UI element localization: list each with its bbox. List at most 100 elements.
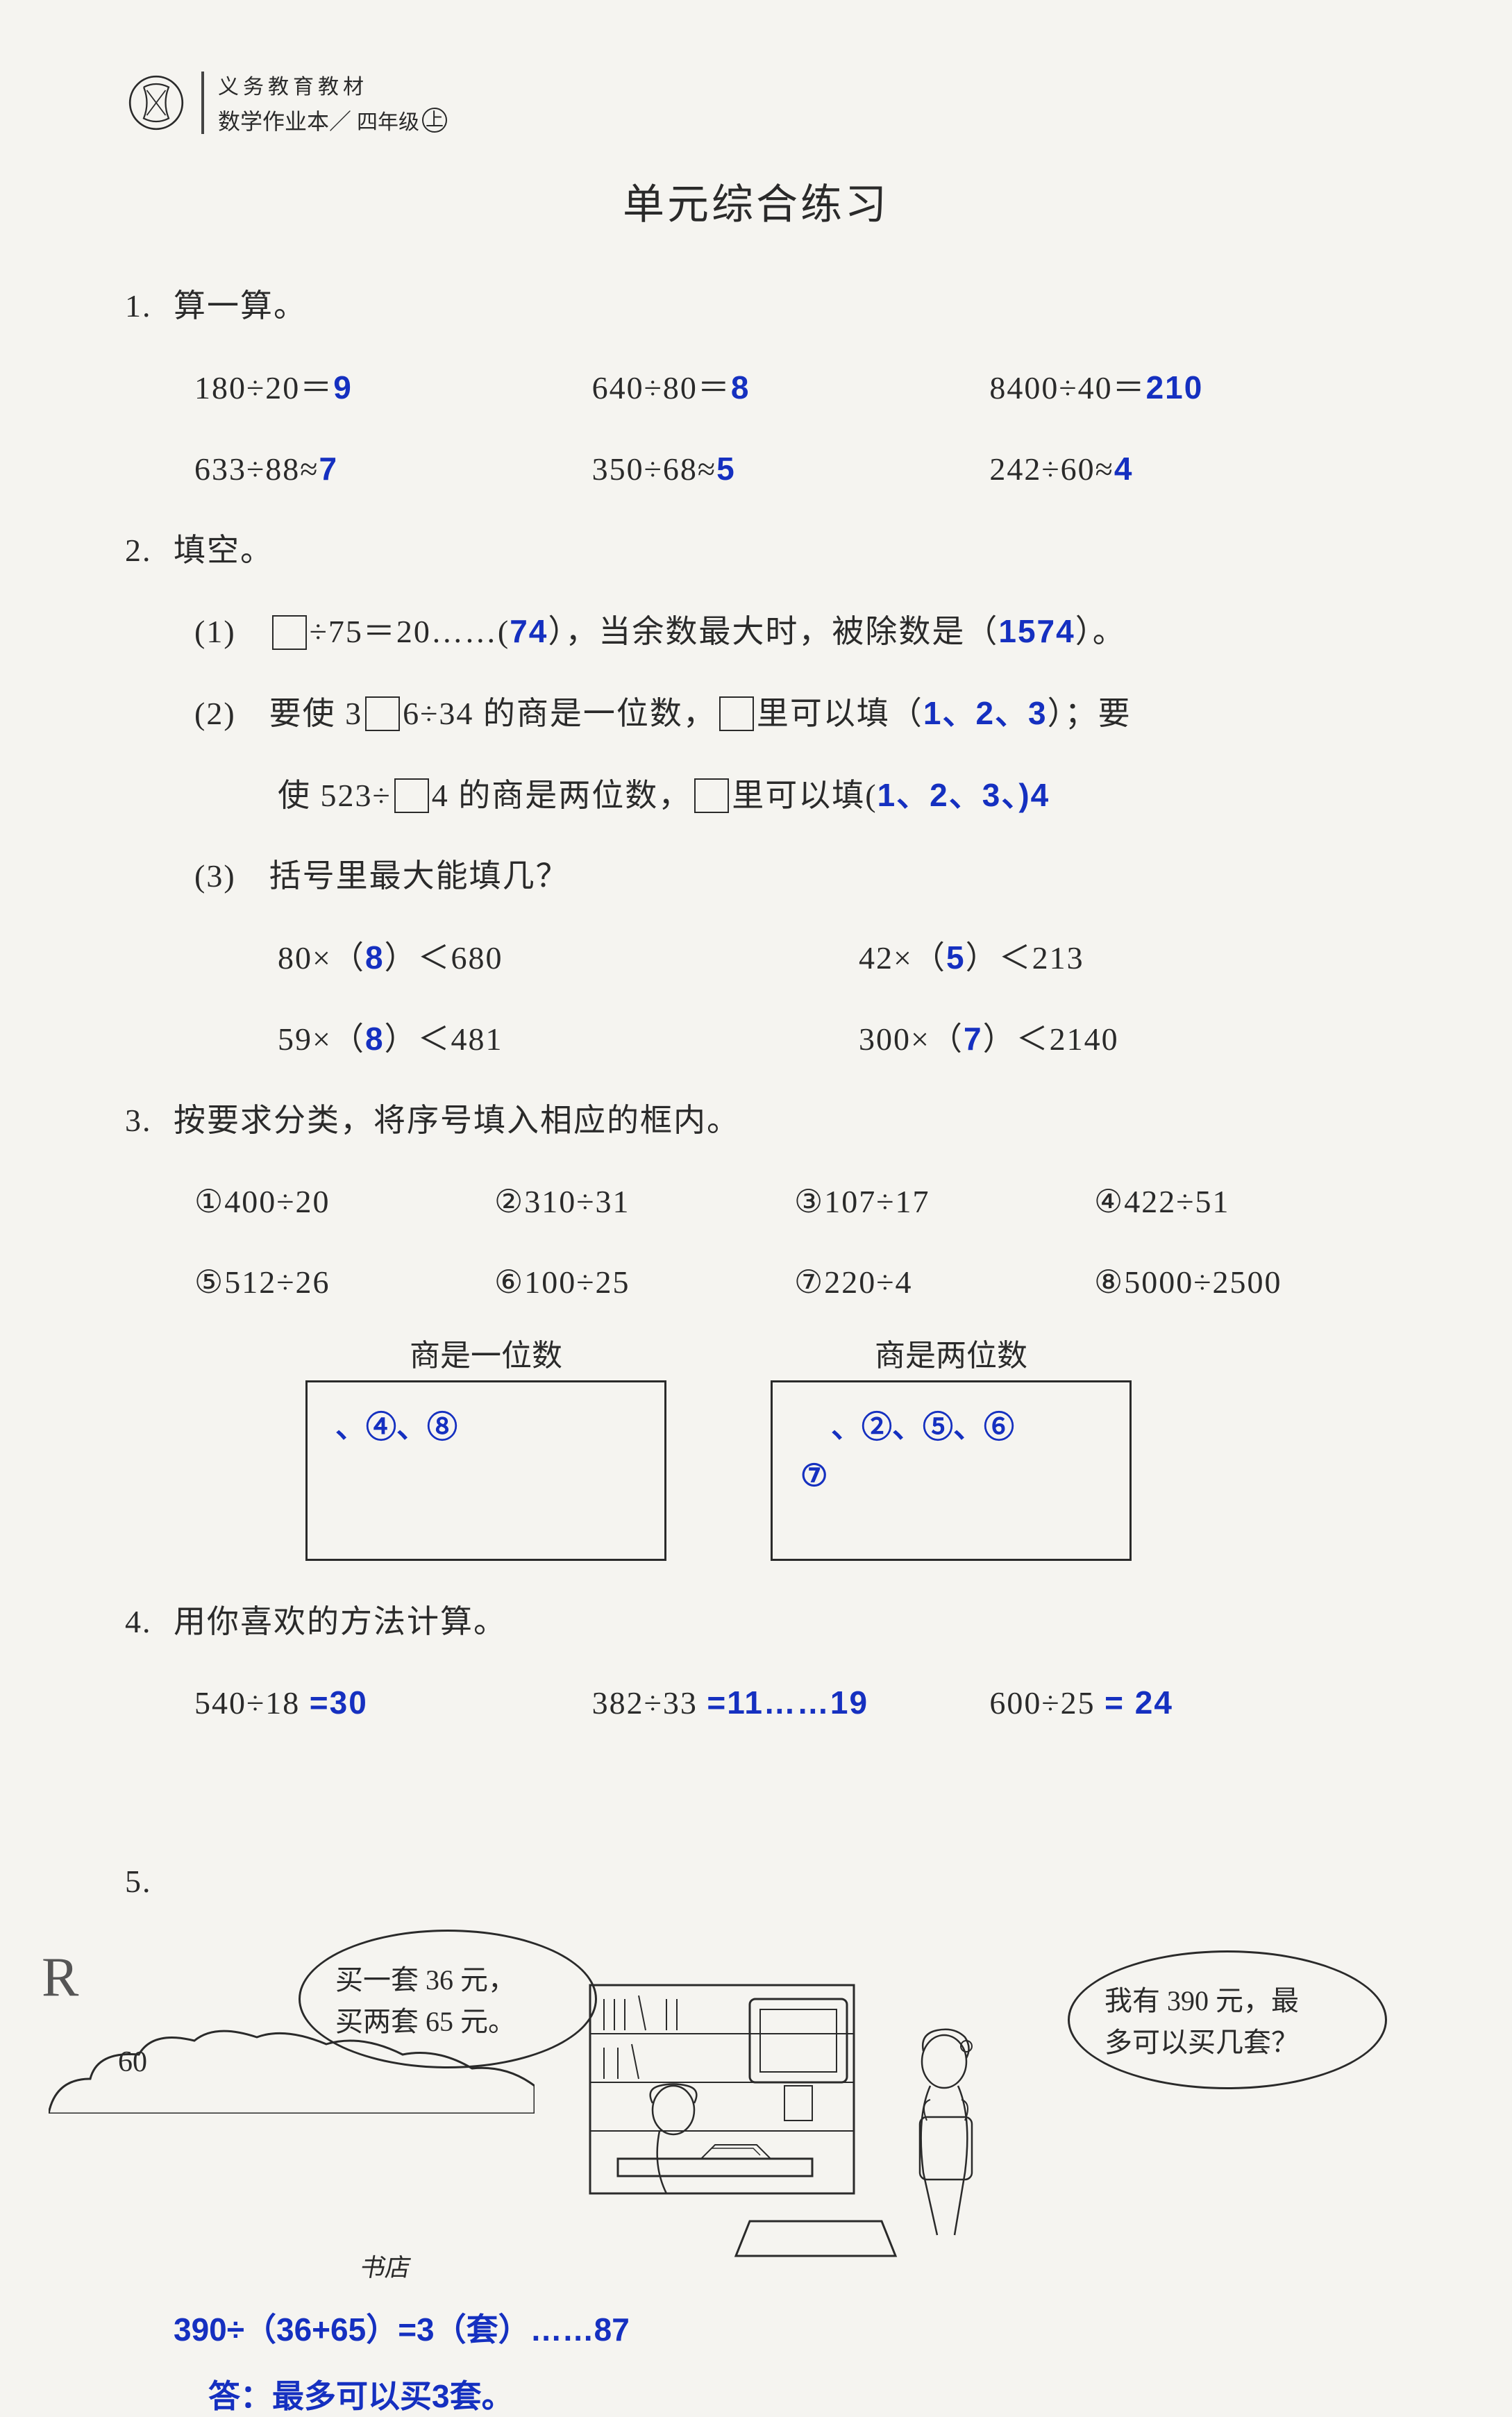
p1-expr-0: 180÷20＝ (194, 370, 333, 405)
blank-box (272, 615, 307, 650)
p2-s3-ans-1: 5 (946, 939, 966, 976)
p1-expr-4: 350÷68≈ (592, 451, 717, 487)
header-divider (201, 72, 204, 134)
p4-ans-1: =11……19 (707, 1684, 868, 1721)
p1-item-2: 8400÷40＝210 (989, 354, 1387, 422)
p3-item-7: ⑧5000÷2500 (1094, 1249, 1387, 1316)
p2-s3-post-3: ）＜2140 (983, 1021, 1119, 1057)
p3-item-1: ②310÷31 (494, 1169, 787, 1236)
p3-num: 3. (125, 1087, 174, 1155)
p2-s3-item-1: 42×（5）＜213 (859, 924, 1387, 992)
p3-box1-col: 商是一位数 、④、⑧ (305, 1330, 666, 1561)
p2-s3-pre-1: 42×（ (859, 940, 946, 976)
p3-item-6: ⑦220÷4 (794, 1249, 1087, 1316)
header-series: 义务教育教材 (218, 69, 447, 100)
p1-item-1: 640÷80＝8 (592, 354, 990, 422)
p1-ans-2: 210 (1146, 369, 1204, 405)
p3-item-2: ③107÷17 (794, 1169, 1087, 1236)
p2-s2-l1a: (2) 要使 3 (194, 696, 362, 731)
p4-row: 540÷18 =30 382÷33 =11……19 600÷25 = 24 (125, 1669, 1387, 1737)
p3-box1: 、④、⑧ (305, 1380, 666, 1561)
p5-num: 5. (125, 1848, 174, 1916)
p1-ans-0: 9 (333, 369, 353, 405)
page-header: 义务教育教材 数学作业本／ 四年级 上 (125, 69, 1387, 136)
p1-ans-4: 5 (716, 451, 736, 487)
p3-box2-ans-l1: 、②、⑤、⑥ (800, 1410, 1014, 1444)
p3-boxes: 商是一位数 、④、⑧ 商是两位数 、②、⑤、⑥ ⑦ (125, 1330, 1387, 1561)
p4-label: 用你喜欢的方法计算。 (174, 1604, 507, 1639)
p3-label: 按要求分类，将序号填入相应的框内。 (174, 1103, 740, 1138)
p2-s3-item-2: 59×（8）＜481 (278, 1005, 859, 1073)
header-book-title: 数学作业本／ 四年级 上 (218, 104, 447, 136)
p2-s3-post-2: ）＜481 (385, 1021, 503, 1057)
p4-item-0: 540÷18 =30 (194, 1669, 592, 1737)
p2-s2-l2a: 使 523÷ (278, 778, 392, 813)
p1-ans-1: 8 (731, 369, 750, 405)
p2-s2-l2c: 里可以填( (732, 778, 877, 813)
p3-row1: ①400÷20 ②310÷31 ③107÷17 ④422÷51 (125, 1169, 1387, 1236)
p1-expr-2: 8400÷40＝ (989, 370, 1145, 405)
p3-box1-label: 商是一位数 (410, 1330, 562, 1375)
p3-item-4: ⑤512÷26 (194, 1249, 487, 1316)
grade-text: 四年级 (357, 105, 419, 135)
p1-expr-3: 633÷88≈ (194, 451, 319, 487)
p3-box2-ans-l2: ⑦ (800, 1459, 828, 1493)
p3-box2-col: 商是两位数 、②、⑤、⑥ ⑦ (771, 1330, 1132, 1561)
p4-expr-1: 382÷33 (592, 1685, 698, 1721)
p2-s1-ans1: 74 (510, 613, 548, 649)
logo-icon (125, 72, 187, 134)
problem-5: 5. (125, 1848, 1387, 1916)
p3-item-0: ①400÷20 (194, 1169, 487, 1236)
bubble-right-l2: 多可以买几套？ (1104, 2027, 1299, 2058)
p2-label: 填空。 (174, 533, 274, 568)
problem-4: 4.用你喜欢的方法计算。 (125, 1589, 1387, 1656)
p2-s3-item-3: 300×（7）＜2140 (859, 1005, 1387, 1073)
p1-label: 算一算。 (174, 288, 307, 324)
p2-s3-ans-0: 8 (365, 939, 385, 976)
p4-expr-2: 600÷25 (989, 1685, 1095, 1721)
p1-item-4: 350÷68≈5 (592, 435, 990, 503)
p2-s3-ans-3: 7 (964, 1021, 983, 1057)
p2-s3-pre-3: 300×（ (859, 1021, 964, 1057)
p2-s2-l1c: 里可以填（ (757, 696, 923, 731)
p1-ans-3: 7 (319, 451, 339, 487)
p2-s2-line2: 使 523÷ 4 的商是两位数， 里可以填(1、2、3、)4 (125, 762, 1387, 830)
p2-s2-l1d: ）；要 (1048, 696, 1132, 731)
p2-s2-l1b: 6÷34 的商是一位数， (403, 696, 716, 731)
p4-num: 4. (125, 1589, 174, 1656)
p1-row1: 180÷20＝9 640÷80＝8 8400÷40＝210 (125, 354, 1387, 422)
p2-s2-ans2: 1、2、3、)4 (877, 777, 1050, 813)
speech-bubble-customer: 我有 390 元，最 多可以买几套？ (1068, 1950, 1387, 2089)
p2-s1-mid1: ÷75＝20……( (310, 614, 510, 649)
problem-3: 3.按要求分类，将序号填入相应的框内。 (125, 1087, 1387, 1155)
problem-1: 1.算一算。 (125, 273, 1387, 340)
p4-expr-0: 540÷18 (194, 1685, 300, 1721)
p4-item-2: 600÷25 = 24 (989, 1669, 1387, 1737)
page: 义务教育教材 数学作业本／ 四年级 上 单元综合练习 1.算一算。 180÷20… (0, 0, 1512, 2134)
p2-s3-item-0: 80×（8）＜680 (278, 924, 859, 992)
p1-ans-5: 4 (1114, 451, 1134, 487)
p2-s2-l2b: 4 的商是两位数， (432, 778, 692, 813)
blank-box (694, 778, 729, 813)
p3-box2-label: 商是两位数 (875, 1330, 1027, 1375)
p3-box1-ans: 、④、⑧ (335, 1410, 457, 1444)
page-title: 单元综合练习 (125, 171, 1387, 231)
p2-s3-pre-2: 59×（ (278, 1021, 365, 1057)
p5-calculation: 390÷（36+65）=3（套）……87 (125, 2305, 1387, 2350)
bookstore-scene-icon (576, 1957, 1062, 2263)
p2-s3-post-0: ）＜680 (385, 940, 503, 976)
p2-s1-prefix: (1) (194, 614, 269, 649)
blank-box (394, 778, 429, 813)
p4-ans-0: =30 (310, 1684, 368, 1721)
p4-item-1: 382÷33 =11……19 (592, 1669, 990, 1737)
p2-s1-ans2: 1574 (998, 613, 1075, 649)
p2-s3-row1: 80×（8）＜680 42×（5）＜213 (125, 924, 1387, 992)
p3-row2: ⑤512÷26 ⑥100÷25 ⑦220÷4 ⑧5000÷2500 (125, 1249, 1387, 1316)
header-text: 义务教育教材 数学作业本／ 四年级 上 (218, 69, 447, 136)
book-name: 数学作业本／ (218, 104, 351, 136)
p2-s3-ans-2: 8 (365, 1021, 385, 1057)
problem-2: 2.填空。 (125, 517, 1387, 585)
bubble-right-l1: 我有 390 元，最 (1104, 1985, 1299, 2016)
p2-s2-ans1: 1、2、3 (923, 695, 1048, 731)
p1-item-0: 180÷20＝9 (194, 354, 592, 422)
